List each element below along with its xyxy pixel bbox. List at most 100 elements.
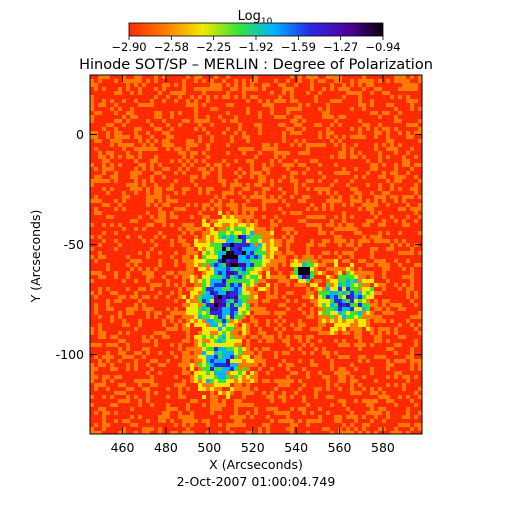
heatmap-cell (266, 171, 270, 175)
y-axis: 0-50-100 (56, 127, 422, 362)
heatmap-cell (394, 267, 398, 271)
heatmap-cell (306, 135, 310, 139)
heatmap-cell (238, 359, 242, 363)
heatmap-cell (186, 431, 190, 434)
heatmap-cell (138, 275, 142, 279)
heatmap-cell (366, 339, 370, 343)
heatmap-cell (294, 139, 298, 143)
heatmap-cell (322, 351, 326, 355)
heatmap-cell (166, 359, 170, 363)
heatmap-cell (294, 123, 298, 127)
heatmap-cell (274, 311, 278, 315)
heatmap-cell (338, 319, 342, 323)
heatmap-cell (310, 335, 314, 339)
heatmap-cell (386, 247, 390, 251)
heatmap-cell (154, 407, 158, 411)
heatmap-cell (334, 239, 338, 243)
heatmap-cell (410, 283, 414, 287)
heatmap-cell (198, 403, 202, 407)
heatmap-cell (394, 75, 398, 79)
heatmap-cell (210, 339, 214, 343)
heatmap-cell (250, 379, 254, 383)
heatmap-cell (266, 371, 270, 375)
heatmap-cell (254, 175, 258, 179)
heatmap-cell (190, 115, 194, 119)
heatmap-cell (282, 127, 286, 131)
heatmap-cell (402, 123, 406, 127)
heatmap-cell (274, 175, 278, 179)
heatmap-cell (386, 127, 390, 131)
heatmap-cell (202, 375, 206, 379)
heatmap-cell (126, 359, 130, 363)
heatmap-cell (230, 275, 234, 279)
heatmap-cell (362, 399, 366, 403)
heatmap-cell (206, 303, 210, 307)
heatmap-cell (98, 255, 102, 259)
heatmap-cell (310, 231, 314, 235)
heatmap-cell (218, 395, 222, 399)
heatmap-cell (226, 311, 230, 315)
heatmap-cell (114, 307, 118, 311)
heatmap-cell (198, 211, 202, 215)
heatmap-cell (246, 131, 250, 135)
heatmap-cell (282, 327, 286, 331)
heatmap-cell (382, 231, 386, 235)
heatmap-cell (322, 419, 326, 423)
heatmap-cell (138, 319, 142, 323)
heatmap-cell (150, 75, 154, 79)
heatmap-cell (290, 103, 294, 107)
heatmap-cell (238, 307, 242, 311)
heatmap-cell (290, 315, 294, 319)
heatmap-cell (334, 355, 338, 359)
heatmap-cell (130, 311, 134, 315)
heatmap-cell (318, 411, 322, 415)
heatmap-cell (366, 323, 370, 327)
heatmap-cell (310, 191, 314, 195)
heatmap-cell (122, 143, 126, 147)
heatmap-cell (374, 195, 378, 199)
heatmap-cell (342, 235, 346, 239)
heatmap-cell (214, 83, 218, 87)
heatmap-cell (186, 339, 190, 343)
heatmap-cell (410, 267, 414, 271)
heatmap-cell (282, 147, 286, 151)
heatmap-cell (134, 91, 138, 95)
heatmap-cell (362, 151, 366, 155)
heatmap-cell (302, 119, 306, 123)
heatmap-cell (330, 371, 334, 375)
heatmap-cell (170, 371, 174, 375)
heatmap-cell (254, 195, 258, 199)
heatmap-cell (94, 423, 98, 427)
heatmap-cell (262, 255, 266, 259)
heatmap-cell (194, 167, 198, 171)
heatmap-cell (266, 367, 270, 371)
heatmap-cell (202, 227, 206, 231)
heatmap-cell (166, 203, 170, 207)
heatmap-cell (410, 183, 414, 187)
heatmap-cell (342, 167, 346, 171)
heatmap-cell (294, 183, 298, 187)
heatmap-cell (278, 227, 282, 231)
heatmap-cell (262, 339, 266, 343)
heatmap-cell (130, 423, 134, 427)
heatmap-cell (198, 267, 202, 271)
heatmap-cell (334, 311, 338, 315)
heatmap-cell (262, 151, 266, 155)
heatmap-cell (222, 351, 226, 355)
heatmap-cell (238, 147, 242, 151)
heatmap-cell (278, 307, 282, 311)
heatmap-cell (254, 183, 258, 187)
heatmap-cell (286, 299, 290, 303)
heatmap-cell (230, 127, 234, 131)
heatmap-cell (110, 223, 114, 227)
heatmap-cell (286, 403, 290, 407)
heatmap-cell (222, 299, 226, 303)
heatmap-cell (386, 163, 390, 167)
heatmap-cell (374, 431, 378, 434)
heatmap-cell (126, 343, 130, 347)
heatmap-cell (134, 427, 138, 431)
heatmap-cell (198, 79, 202, 83)
heatmap-cell (98, 243, 102, 247)
heatmap-cell (166, 243, 170, 247)
heatmap-cell (254, 219, 258, 223)
